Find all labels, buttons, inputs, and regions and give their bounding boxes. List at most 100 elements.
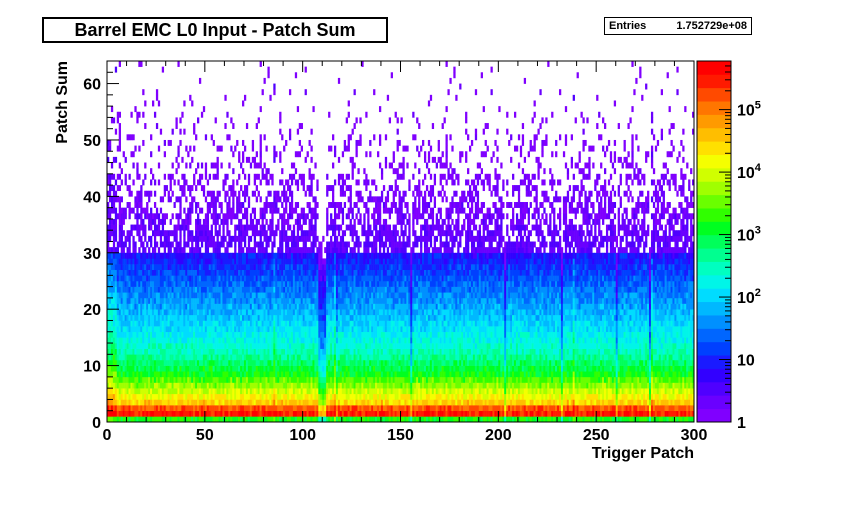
heatmap-cell xyxy=(332,162,335,169)
heatmap-cell xyxy=(306,230,309,237)
heatmap-cell xyxy=(140,280,143,287)
heatmap-cell xyxy=(300,264,303,270)
heatmap-cell xyxy=(283,218,286,225)
heatmap-cell xyxy=(208,202,212,208)
heatmap-cell xyxy=(128,405,131,412)
heatmap-cell xyxy=(255,292,258,299)
heatmap-cell xyxy=(169,292,172,299)
heatmap-cell xyxy=(253,354,257,361)
heatmap-cell xyxy=(259,280,262,287)
heatmap-cell xyxy=(234,354,237,361)
heatmap-cell xyxy=(134,297,137,304)
heatmap-cell xyxy=(226,331,229,338)
heatmap-cell xyxy=(287,179,290,186)
heatmap-cell xyxy=(310,292,313,299)
heatmap-cell xyxy=(112,354,116,361)
heatmap-cell xyxy=(222,326,225,333)
heatmap-cell xyxy=(177,162,180,169)
heatmap-cell xyxy=(267,405,270,412)
heatmap-cell xyxy=(155,123,159,129)
heatmap-cell xyxy=(150,213,153,220)
heatmap-cell xyxy=(292,320,296,327)
heatmap-cell xyxy=(220,258,223,265)
heatmap-cell xyxy=(189,354,192,361)
heatmap-cell xyxy=(228,185,231,192)
heatmap-cell xyxy=(216,190,219,197)
heatmap-cell xyxy=(142,365,145,372)
heatmap-cell xyxy=(285,331,288,338)
heatmap-cell xyxy=(118,162,121,169)
heatmap-cell xyxy=(175,388,178,395)
heatmap-cell xyxy=(265,207,268,214)
heatmap-cell xyxy=(265,297,268,304)
heatmap-cell xyxy=(181,314,184,321)
heatmap-cell xyxy=(300,269,303,276)
heatmap-cell xyxy=(140,354,143,361)
heatmap-cell xyxy=(288,343,292,349)
heatmap-cell xyxy=(333,405,337,412)
heatmap-cell xyxy=(279,247,282,254)
heatmap-cell xyxy=(332,405,335,412)
heatmap-cell xyxy=(312,326,315,333)
heatmap-cell xyxy=(112,331,116,338)
heatmap-cell xyxy=(187,230,190,237)
heatmap-cell xyxy=(287,354,290,361)
heatmap-cell xyxy=(120,405,123,412)
heatmap-cell xyxy=(240,252,243,259)
heatmap-cell xyxy=(320,309,323,316)
heatmap-cell xyxy=(345,297,348,304)
heatmap-cell xyxy=(193,399,196,406)
heatmap-cell xyxy=(177,309,180,316)
heatmap-cell xyxy=(132,275,135,282)
heatmap-cell xyxy=(296,359,300,366)
heatmap-cell xyxy=(118,145,121,152)
heatmap-cell xyxy=(155,89,159,96)
heatmap-cell xyxy=(189,309,192,316)
heatmap-cell xyxy=(312,230,315,237)
heatmap-cell xyxy=(181,297,184,304)
heatmap-cell xyxy=(335,303,339,310)
heatmap-cell xyxy=(240,393,243,400)
heatmap-cells xyxy=(107,61,695,423)
heatmap-cell xyxy=(349,269,352,276)
heatmap-cell xyxy=(296,202,300,208)
heatmap-cell xyxy=(210,376,213,383)
heatmap-cell xyxy=(310,331,313,338)
heatmap-cell xyxy=(173,235,176,242)
heatmap-cell xyxy=(302,235,305,242)
heatmap-cell xyxy=(320,280,323,287)
heatmap-cell xyxy=(161,297,165,304)
heatmap-cell xyxy=(345,388,348,395)
heatmap-cell xyxy=(120,286,123,293)
heatmap-cell xyxy=(165,399,168,406)
heatmap-cell xyxy=(216,252,219,259)
heatmap-cell xyxy=(175,156,178,163)
heatmap-cell xyxy=(120,382,123,389)
heatmap-cell xyxy=(294,258,298,265)
heatmap-cell xyxy=(220,218,223,225)
heatmap-cell xyxy=(306,393,309,400)
heatmap-cell xyxy=(337,77,341,84)
heatmap-cell xyxy=(322,365,325,372)
heatmap-cell xyxy=(245,247,249,254)
heatmap-cell xyxy=(114,314,118,321)
heatmap-cell xyxy=(337,230,341,237)
heatmap-cell xyxy=(193,337,196,344)
heatmap-cell xyxy=(273,230,276,237)
heatmap-cell xyxy=(144,309,147,316)
heatmap-cell xyxy=(263,252,266,259)
heatmap-cell xyxy=(144,269,147,276)
heatmap-cell xyxy=(130,410,133,417)
heatmap-cell xyxy=(224,410,227,417)
heatmap-cell xyxy=(198,354,202,361)
heatmap-cell xyxy=(328,359,331,366)
heatmap-cell xyxy=(142,179,145,186)
heatmap-cell xyxy=(153,286,157,293)
heatmap-cell xyxy=(138,343,141,349)
heatmap-cell xyxy=(167,405,170,412)
heatmap-cell xyxy=(279,371,282,378)
heatmap-cell xyxy=(298,247,302,254)
heatmap-cell xyxy=(116,393,120,400)
heatmap-cell xyxy=(267,252,270,259)
heatmap-cell xyxy=(277,247,280,254)
